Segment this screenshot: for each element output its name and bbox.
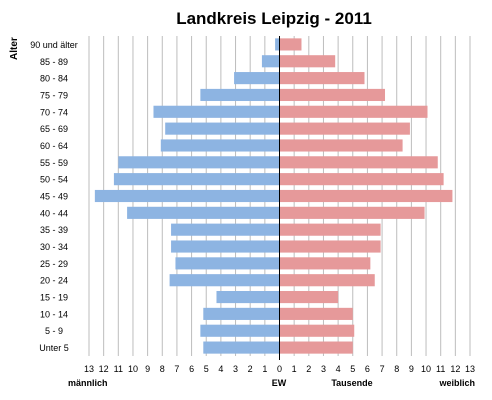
bar-male: [169, 274, 280, 287]
x-tick-label: 7: [174, 364, 179, 374]
x-tick-label: 4: [218, 364, 223, 374]
bar-male: [118, 156, 280, 169]
bar-female: [279, 139, 403, 152]
bar-female: [279, 274, 375, 287]
x-tick-label: 1: [292, 364, 297, 374]
x-tick-label: 5: [204, 364, 209, 374]
bar-female: [279, 341, 353, 354]
bar-male: [171, 223, 280, 236]
x-tick-label: 9: [409, 364, 414, 374]
age-group-label: 25 - 29: [40, 259, 68, 269]
x-tick-label: 8: [160, 364, 165, 374]
bar-female: [279, 223, 381, 236]
age-group-labels: 90 und älter 85 - 89 80 - 84 75 - 79 70 - 74…: [30, 40, 78, 353]
bar-female: [279, 206, 425, 219]
x-tick-label: 12: [450, 364, 460, 374]
bar-female: [279, 122, 410, 135]
x-tick-label: 8: [394, 364, 399, 374]
age-group-label: 5 - 9: [45, 326, 63, 336]
bar-female: [279, 324, 355, 337]
age-group-label: 75 - 79: [40, 90, 68, 100]
x-tick-label: 0: [277, 364, 282, 374]
age-group-label: 30 - 34: [40, 242, 68, 252]
bar-male: [234, 72, 280, 85]
age-group-label: 80 - 84: [40, 74, 68, 84]
bar-female: [279, 173, 444, 186]
x-tick-label: 2: [306, 364, 311, 374]
bar-male: [203, 307, 280, 320]
age-group-label: 40 - 44: [40, 208, 68, 218]
bar-male: [94, 189, 280, 203]
age-group-label: 10 - 14: [40, 309, 68, 319]
x-tick-labels: 13 12 11 10 9 8 7 6 5 4 3 2 1 0 1 2 3 4 5 6 7 8 9 10 11 12 13: [84, 364, 475, 374]
right-series-label: weiblich: [438, 378, 475, 388]
age-group-label: 55 - 59: [40, 158, 68, 168]
bars: [94, 38, 453, 354]
bar-female: [279, 189, 453, 203]
bar-male: [275, 38, 280, 51]
bar-female: [279, 38, 302, 51]
bar-male: [165, 122, 280, 135]
x-tick-label: 13: [465, 364, 475, 374]
left-series-label: männlich: [68, 378, 108, 388]
x-tick-label: 3: [233, 364, 238, 374]
bar-male: [113, 173, 280, 186]
x-tick-label: 11: [114, 364, 123, 374]
bar-female: [279, 307, 353, 320]
x-tick-label: 6: [365, 364, 370, 374]
bar-female: [279, 290, 339, 304]
bar-female: [279, 105, 428, 118]
unit-label: EW: [272, 378, 287, 388]
bar-male: [216, 290, 280, 304]
age-group-label: 90 und älter: [30, 40, 78, 50]
x-axis-label: Tausende: [331, 378, 372, 388]
x-tick-label: 9: [145, 364, 150, 374]
bar-female: [279, 240, 381, 253]
x-tick-label: 10: [421, 364, 431, 374]
age-group-label: 65 - 69: [40, 124, 68, 134]
x-tick-label: 1: [262, 364, 267, 374]
bar-male: [153, 105, 280, 118]
age-group-label: 60 - 64: [40, 141, 68, 151]
bar-female: [279, 156, 438, 169]
bar-female: [279, 257, 371, 270]
x-tick-label: 7: [380, 364, 385, 374]
x-tick-label: 6: [189, 364, 194, 374]
x-tick-label: 10: [128, 364, 138, 374]
bar-male: [200, 324, 280, 337]
age-group-label: 15 - 19: [40, 293, 68, 303]
x-tick-label: 2: [248, 364, 253, 374]
age-group-label: 70 - 74: [40, 107, 68, 117]
x-tick-label: 3: [321, 364, 326, 374]
x-tick-label: 13: [84, 364, 94, 374]
x-tick-label: 5: [350, 364, 355, 374]
y-axis-label: Alter: [9, 37, 20, 60]
bar-female: [279, 72, 365, 85]
chart-title: Landkreis Leipzig - 2011: [176, 9, 372, 28]
bar-male: [203, 341, 280, 354]
bar-male: [200, 88, 280, 102]
bar-female: [279, 88, 386, 102]
age-group-label: 50 - 54: [40, 175, 68, 185]
x-tick-label: 4: [336, 364, 341, 374]
age-group-label: 20 - 24: [40, 276, 68, 286]
bar-male: [171, 240, 280, 253]
age-group-label: Unter 5: [39, 343, 69, 353]
bar-male: [261, 55, 280, 68]
age-group-label: 35 - 39: [40, 225, 68, 235]
bar-male: [175, 257, 280, 270]
age-group-label: 45 - 49: [40, 192, 68, 202]
age-group-label: 85 - 89: [40, 57, 68, 67]
x-tick-label: 11: [436, 364, 445, 374]
bar-male: [127, 206, 280, 219]
bar-female: [279, 55, 336, 68]
x-tick-label: 12: [99, 364, 109, 374]
bar-male: [160, 139, 280, 152]
